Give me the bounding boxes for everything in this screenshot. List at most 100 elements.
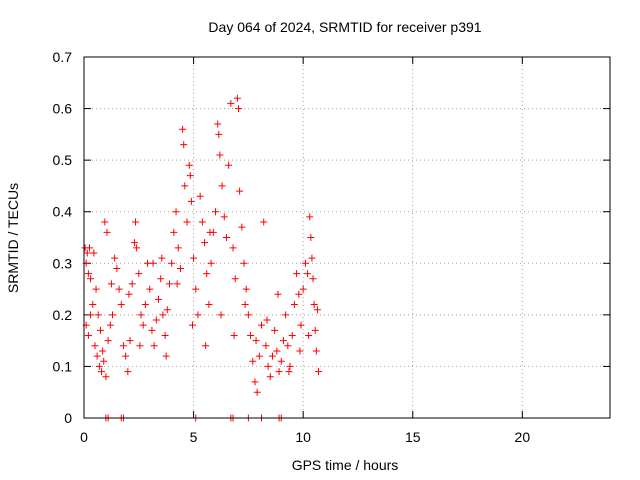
data-point <box>304 270 312 278</box>
data-point <box>108 311 116 319</box>
data-point <box>205 301 213 309</box>
data-point <box>158 254 166 262</box>
data-point <box>279 337 287 345</box>
data-point <box>96 326 104 334</box>
y-tick-label: 0.5 <box>53 152 73 168</box>
data-point <box>212 208 219 216</box>
data-point <box>227 99 235 107</box>
data-point <box>305 331 313 339</box>
data-point <box>163 306 171 314</box>
data-point <box>87 275 95 283</box>
data-point <box>264 362 272 370</box>
x-tick-label: 10 <box>295 429 311 445</box>
data-point <box>310 301 318 309</box>
data-point <box>174 244 182 252</box>
grid-lines <box>84 57 610 418</box>
data-point <box>139 321 147 329</box>
data-points <box>81 94 323 422</box>
data-point <box>263 316 271 324</box>
data-point <box>252 337 260 345</box>
data-point <box>299 285 307 293</box>
data-point <box>157 275 165 283</box>
data-point <box>203 270 211 278</box>
data-point <box>268 352 276 360</box>
data-point <box>87 311 95 319</box>
data-point <box>284 342 292 350</box>
data-point <box>90 249 98 257</box>
data-point <box>137 311 145 319</box>
x-tick-label: 0 <box>80 429 88 445</box>
data-point <box>84 331 92 339</box>
data-point <box>168 259 176 267</box>
data-point <box>247 331 255 339</box>
y-tick-label: 0.7 <box>53 49 73 65</box>
data-point <box>107 280 115 288</box>
data-point <box>295 290 303 298</box>
data-point <box>277 357 285 365</box>
data-point <box>117 301 125 309</box>
y-tick-labels: 0 0.1 0.2 0.3 0.4 0.5 0.6 0.7 <box>53 49 73 426</box>
data-point <box>132 218 140 226</box>
data-point <box>201 239 209 247</box>
data-point <box>216 151 224 159</box>
data-point <box>125 290 133 298</box>
data-point <box>104 337 112 345</box>
data-point <box>215 130 223 138</box>
data-point <box>306 213 314 221</box>
data-point <box>218 182 226 190</box>
data-point <box>297 321 305 329</box>
data-point <box>198 218 206 226</box>
x-tick-labels: 0 5 10 15 20 <box>80 429 530 445</box>
data-point <box>258 321 266 329</box>
data-point <box>93 352 101 360</box>
data-point <box>222 234 230 241</box>
data-point <box>249 357 257 365</box>
data-point <box>106 321 114 329</box>
data-point <box>311 326 319 334</box>
data-point <box>190 254 198 262</box>
y-tick-label: 0.2 <box>53 307 73 323</box>
data-point <box>92 285 100 293</box>
data-point <box>95 362 103 370</box>
data-point <box>187 197 195 205</box>
data-point <box>135 270 143 278</box>
data-point <box>126 337 134 345</box>
data-point <box>266 373 274 381</box>
data-point <box>148 326 156 334</box>
data-point <box>149 259 157 267</box>
data-point <box>217 311 225 319</box>
axis-ticks <box>83 56 610 419</box>
data-point <box>192 285 200 293</box>
data-point <box>173 280 181 288</box>
data-point <box>85 244 93 252</box>
data-point <box>128 280 136 288</box>
data-point <box>286 362 294 370</box>
data-point <box>225 161 233 169</box>
data-point <box>313 306 321 314</box>
data-point <box>301 259 309 267</box>
data-point <box>181 182 189 190</box>
x-tick-label: 15 <box>405 429 421 445</box>
data-point <box>293 270 301 278</box>
y-tick-label: 0 <box>64 410 72 426</box>
x-axis-label: GPS time / hours <box>292 457 399 473</box>
x-tick-label: 20 <box>515 429 531 445</box>
data-point <box>238 223 246 231</box>
data-point <box>253 388 261 396</box>
data-point <box>307 234 315 241</box>
data-point <box>170 228 178 236</box>
y-tick-label: 0.3 <box>53 255 73 271</box>
data-point <box>183 218 191 226</box>
data-point <box>233 94 241 102</box>
data-point <box>94 311 102 319</box>
data-point <box>194 311 202 319</box>
data-point <box>309 275 317 283</box>
data-point <box>98 368 106 376</box>
data-point <box>141 301 149 309</box>
data-point <box>102 373 110 381</box>
data-point <box>230 331 238 339</box>
data-point <box>165 280 173 288</box>
data-point <box>124 368 132 376</box>
chart-title: Day 064 of 2024, SRMTID for receiver p39… <box>208 19 481 35</box>
